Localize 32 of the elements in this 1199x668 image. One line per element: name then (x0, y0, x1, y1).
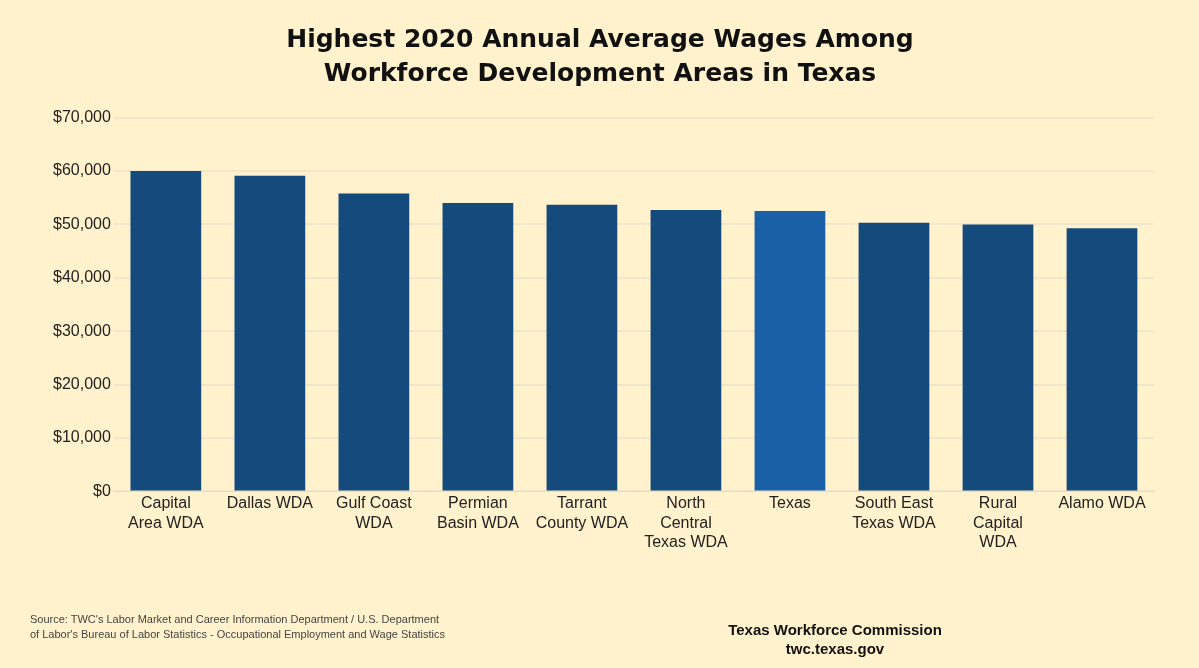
x-tick-label: Rural Capital WDA (973, 494, 1023, 550)
x-tick-label: Permian Basin WDA (436, 494, 520, 531)
y-tick-label: $40,000 (52, 268, 111, 286)
bar (962, 224, 1034, 491)
x-tick-label: South East Texas WDA (852, 494, 937, 531)
y-tick-label: $0 (93, 481, 111, 499)
source-note: Source: TWC's Labor Market and Career Information Department / U.S. Department of Labor's Bureau of Labor Statistics - Occupational Employment and Wage Statistics (30, 612, 446, 642)
y-tick-label: $10,000 (52, 428, 111, 446)
bar (858, 222, 930, 491)
chart-title: Highest 2020 Annual Average Wages Among Workforce Development Areas in Texas (285, 23, 915, 89)
y-tick-label: $60,000 (52, 161, 111, 179)
x-tick-label: Gulf Coast WDA (336, 494, 413, 531)
y-tick-label: $30,000 (52, 321, 111, 339)
y-tick-label: $20,000 (52, 375, 111, 393)
y-tick-label: $50,000 (52, 214, 111, 232)
x-tick-label: Alamo WDA (1058, 494, 1146, 512)
x-tick-label: Texas (769, 494, 811, 512)
bar (130, 171, 202, 491)
bar (234, 175, 306, 491)
x-tick-label: Tarrant County WDA (535, 494, 629, 531)
bar (442, 203, 514, 491)
bar (546, 204, 618, 491)
bar (338, 193, 410, 491)
x-tick-label: Dallas WDA (226, 494, 314, 512)
x-tick-label: Capital Area WDA (128, 494, 204, 531)
bar (1066, 228, 1138, 491)
x-tick-label: North Central Texas WDA (644, 494, 729, 550)
bar (754, 211, 826, 491)
y-tick-label: $70,000 (52, 108, 111, 126)
text: Texas Workforce Commission (727, 620, 943, 639)
text: twc.texas.gov (784, 639, 886, 658)
bar (650, 209, 722, 491)
